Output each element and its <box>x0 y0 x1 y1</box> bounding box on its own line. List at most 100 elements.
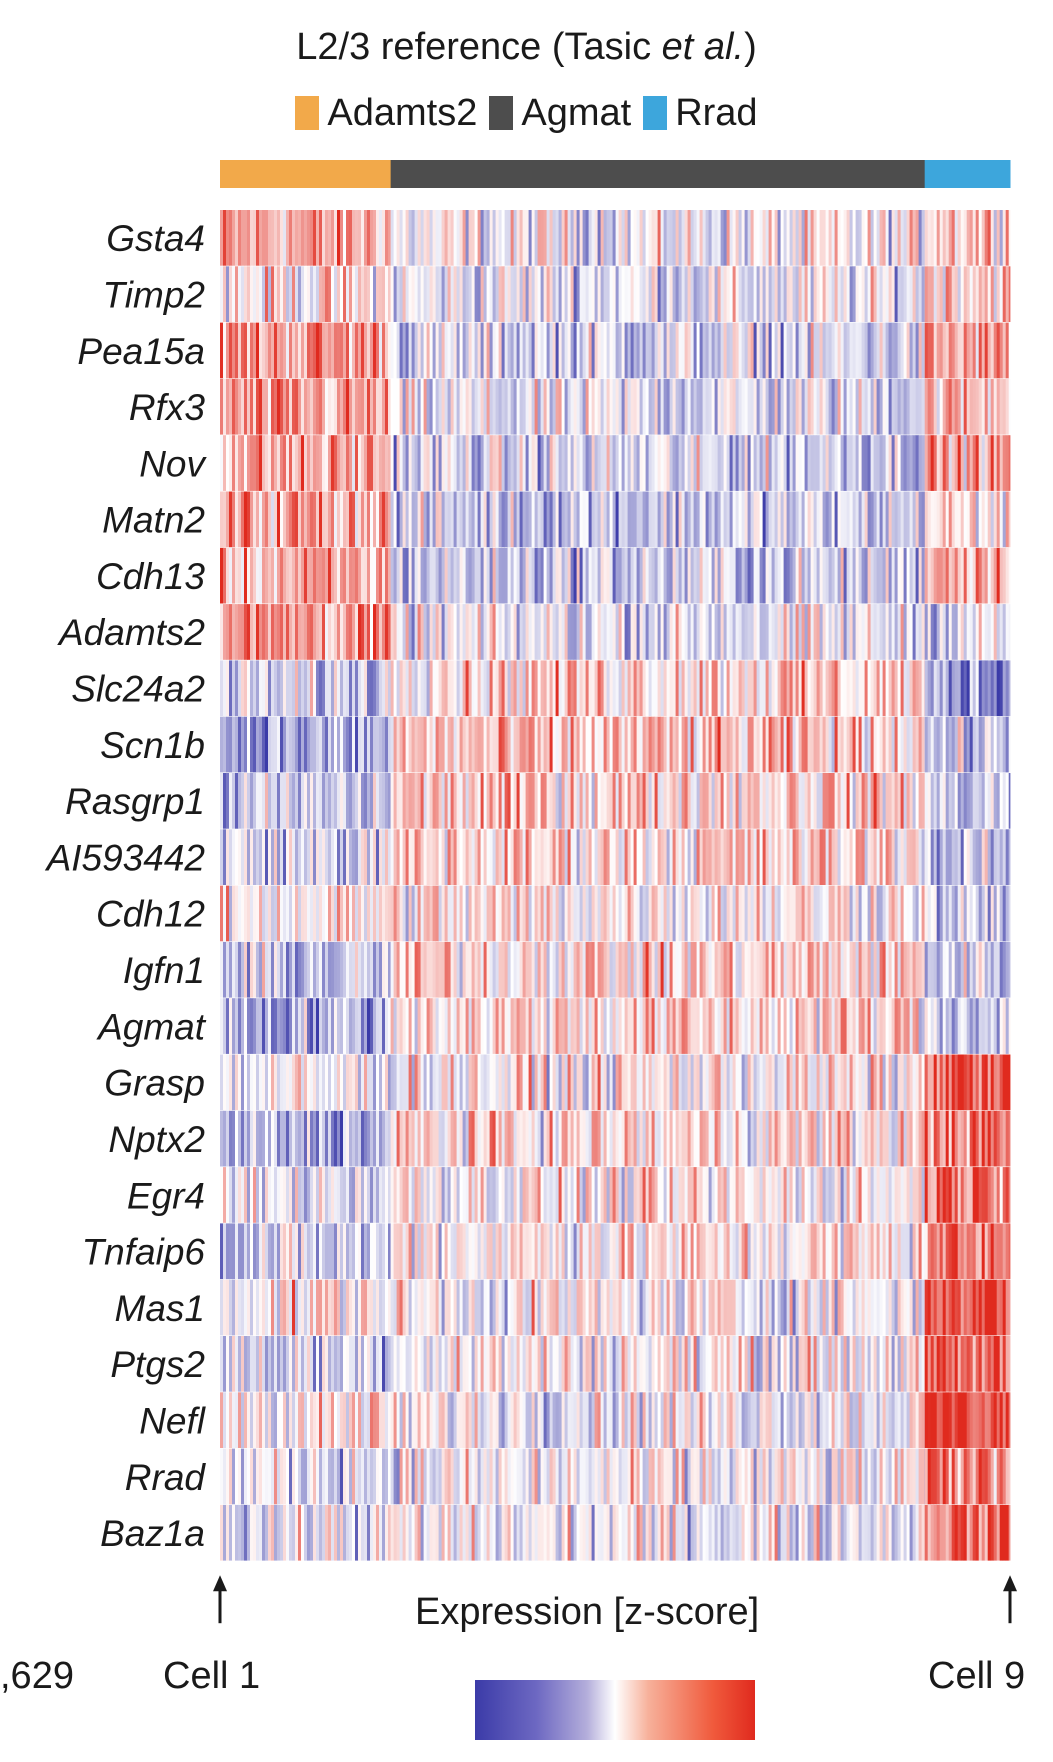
heat-cell <box>292 716 296 773</box>
heat-cell <box>666 829 670 885</box>
heat-cell <box>226 435 230 491</box>
heat-cell <box>855 1110 859 1167</box>
heat-cell <box>813 1054 817 1111</box>
heat-cell <box>570 998 574 1054</box>
heat-cell <box>1005 266 1010 322</box>
heat-cell <box>570 547 574 604</box>
heat-cell <box>462 1167 466 1223</box>
heat-cell <box>286 941 290 998</box>
heat-cell <box>732 1054 736 1111</box>
heat-cell <box>834 1167 838 1223</box>
heat-cell <box>735 1167 739 1223</box>
heat-cell <box>840 660 844 717</box>
heat-cell <box>621 491 625 548</box>
heat-cell <box>229 829 233 885</box>
heat-cell <box>501 210 505 266</box>
heat-cell <box>861 660 865 717</box>
heat-cell <box>438 435 442 491</box>
heat-cell <box>822 604 826 660</box>
heat-cell <box>426 1223 430 1280</box>
heat-cell <box>229 322 233 379</box>
heat-cell <box>393 210 397 266</box>
heat-cell <box>735 829 739 885</box>
heat-cell <box>738 885 742 942</box>
heat-cell <box>328 829 332 885</box>
heat-cell <box>226 1110 230 1167</box>
heat-cell <box>352 435 356 491</box>
heat-cell <box>328 266 332 322</box>
heat-cell <box>564 716 568 773</box>
heat-cell <box>295 491 299 548</box>
heat-cell <box>672 885 676 942</box>
heat-cell <box>645 491 649 548</box>
heat-cell <box>867 266 871 322</box>
heat-cell <box>603 1223 607 1280</box>
heat-cell <box>900 266 904 322</box>
heat-cell <box>549 1167 553 1223</box>
heat-cell <box>223 435 227 491</box>
heat-cell <box>241 998 245 1054</box>
heat-cell <box>396 210 400 266</box>
heat-cell <box>930 322 935 379</box>
heat-cell <box>298 266 302 322</box>
heat-cell <box>714 829 718 885</box>
heat-cell <box>732 435 736 491</box>
heat-cell <box>528 941 532 998</box>
heat-cell <box>876 773 880 829</box>
heat-cell <box>549 210 553 266</box>
heat-cell <box>310 941 314 998</box>
heat-cell <box>612 998 616 1054</box>
heat-cell <box>504 829 508 885</box>
heat-cell <box>774 1110 778 1167</box>
heat-cell <box>528 604 532 660</box>
heat-cell <box>759 998 763 1054</box>
heat-cell <box>274 885 278 942</box>
heat-cell <box>747 604 751 660</box>
heat-cell <box>621 1110 625 1167</box>
heat-cell <box>492 1223 496 1280</box>
heat-cell <box>262 266 266 322</box>
heat-cell <box>972 322 977 379</box>
heat-cell <box>666 1223 670 1280</box>
heat-cell <box>337 322 341 379</box>
heat-cell <box>837 660 841 717</box>
heat-cell <box>612 210 616 266</box>
heat-cell <box>295 1167 299 1223</box>
heat-cell <box>744 266 748 322</box>
heat-cell <box>639 322 643 379</box>
heat-cell <box>978 378 983 435</box>
heat-cell <box>402 941 406 998</box>
heat-cell <box>352 773 356 829</box>
heat-cell <box>331 716 335 773</box>
heat-cell <box>867 829 871 885</box>
heat-cell <box>867 1167 871 1223</box>
heat-cell <box>834 829 838 885</box>
heat-cell <box>702 1167 706 1223</box>
heat-cell <box>786 941 790 998</box>
heat-cell <box>307 1223 311 1280</box>
heat-cell <box>519 941 523 998</box>
heat-cell <box>426 941 430 998</box>
heat-cell <box>546 829 550 885</box>
heat-cell <box>945 885 950 942</box>
heat-cell <box>621 1223 625 1280</box>
heat-cell <box>277 491 281 548</box>
heat-cell <box>846 716 850 773</box>
heat-cell <box>978 210 983 266</box>
heat-cell <box>708 941 712 998</box>
heat-cell <box>909 716 913 773</box>
heat-cell <box>343 435 347 491</box>
heat-cell <box>831 266 835 322</box>
heat-cell <box>337 1054 341 1111</box>
heat-cell <box>957 716 962 773</box>
heat-cell <box>367 716 371 773</box>
heat-cell <box>843 885 847 942</box>
heat-cell <box>822 1054 826 1111</box>
heat-cell <box>795 1054 799 1111</box>
heat-cell <box>546 998 550 1054</box>
heat-cell <box>873 1054 877 1111</box>
heat-cell <box>310 885 314 942</box>
heat-cell <box>687 660 691 717</box>
heat-cell <box>295 716 299 773</box>
heat-cell <box>699 1167 703 1223</box>
